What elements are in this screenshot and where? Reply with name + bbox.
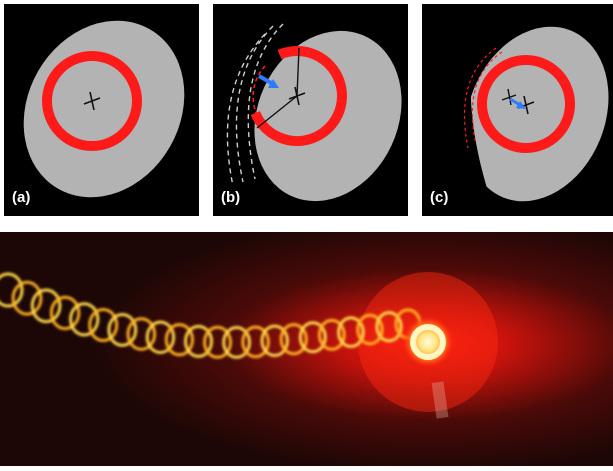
spiral-loop — [30, 288, 62, 324]
panel-c-diagram — [422, 4, 609, 216]
spiral-loop — [317, 318, 346, 351]
red-ring-dashed — [252, 65, 266, 123]
crosshair-icon — [83, 91, 101, 111]
red-ring — [477, 55, 575, 153]
blue-arrow-icon — [509, 97, 526, 109]
panel-label-b: (b) — [221, 189, 241, 206]
spiral-loops — [0, 272, 422, 359]
shadow-region — [422, 4, 492, 216]
spiral-loop — [184, 324, 213, 358]
spiral-loop — [222, 326, 252, 359]
crosshair-old-icon — [501, 88, 517, 106]
spiral-loop — [126, 317, 157, 351]
light-streak — [431, 381, 449, 419]
panel-label-a: (a) — [12, 189, 31, 206]
spiral-loop — [375, 311, 403, 343]
red-ring — [42, 51, 142, 151]
dashed-arcs — [463, 47, 503, 149]
dashed-arcs — [226, 23, 284, 187]
gray-ellipse — [23, 20, 185, 198]
radius-lines — [256, 47, 300, 129]
red-ring — [247, 46, 347, 146]
laser-spot-ring — [410, 324, 446, 360]
panel-a: (a) — [4, 4, 199, 216]
spiral-loop — [164, 323, 194, 357]
panel-c: (c) — [422, 4, 613, 216]
crosshair-icon — [288, 86, 306, 106]
panel-label-c: (c) — [430, 189, 449, 206]
spiral-loop — [49, 295, 81, 331]
spiral-loop — [0, 272, 24, 308]
gray-ellipse — [254, 30, 402, 202]
spiral-loop — [107, 313, 138, 347]
laser-trail-photo — [0, 232, 613, 466]
spiral-loop — [298, 321, 327, 354]
spiral-loop — [260, 324, 289, 358]
laser-hotspot — [402, 316, 454, 368]
spiral-loop — [203, 325, 232, 359]
panel-b-diagram — [213, 4, 402, 216]
blue-arrow-icon — [258, 74, 279, 88]
spiral-loop — [356, 313, 384, 346]
panel-b: (b) — [213, 4, 408, 216]
spiral-loop — [279, 323, 308, 356]
laser-trail-image — [0, 232, 613, 466]
panel-a-diagram — [23, 20, 185, 198]
spiral-loop — [241, 325, 270, 359]
spiral-loop — [69, 302, 100, 337]
spiral-loop — [11, 280, 43, 316]
spiral-loop — [145, 320, 176, 355]
spiral-loop — [88, 308, 119, 342]
spiral-loop — [337, 316, 365, 348]
